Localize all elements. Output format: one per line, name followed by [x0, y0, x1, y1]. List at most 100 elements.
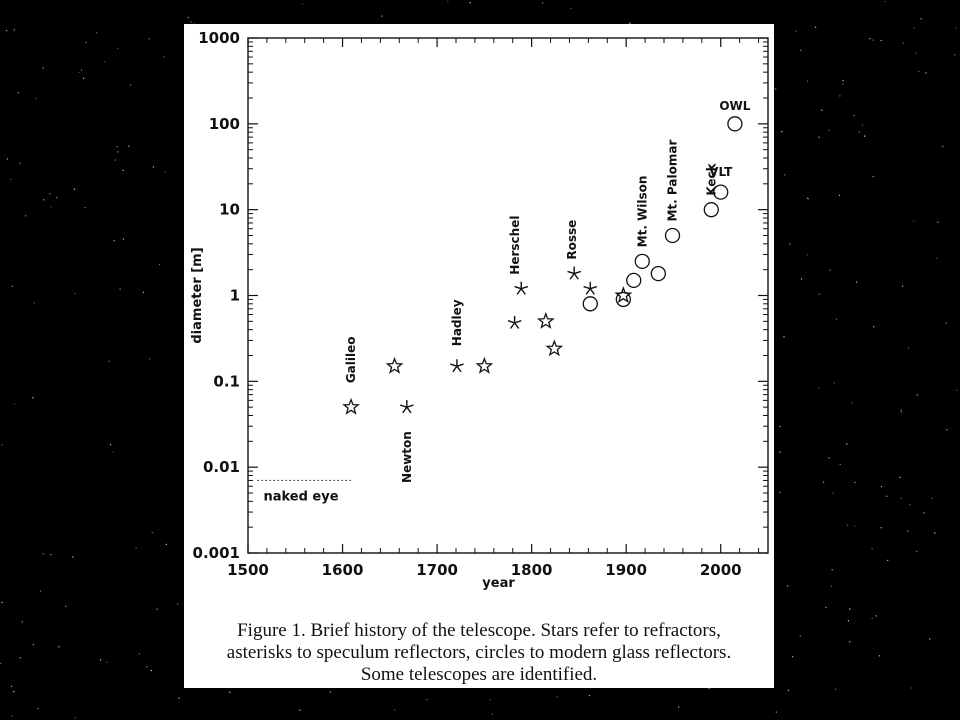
- glass-reflector-circle-marker: [664, 227, 681, 244]
- background-star: [779, 491, 781, 493]
- background-star: [829, 269, 831, 271]
- background-star: [156, 608, 158, 610]
- background-star: [800, 278, 803, 280]
- background-star: [78, 71, 80, 73]
- background-star: [846, 524, 849, 526]
- x-tick-label: 1700: [416, 561, 458, 579]
- background-star: [775, 88, 777, 90]
- background-star: [33, 302, 35, 304]
- background-star: [900, 497, 902, 499]
- glass-reflector-circle-marker: [615, 291, 631, 308]
- x-tick-label: 2000: [700, 561, 742, 579]
- background-star: [818, 293, 820, 295]
- background-star: [916, 394, 918, 396]
- background-star: [907, 347, 910, 349]
- background-star: [923, 512, 925, 514]
- background-star: [381, 15, 383, 17]
- y-tick-label: 0.01: [203, 458, 240, 476]
- background-star: [851, 402, 853, 404]
- background-star: [880, 486, 883, 488]
- background-star: [489, 699, 491, 701]
- background-star: [148, 358, 151, 360]
- background-star: [138, 653, 140, 655]
- background-star: [85, 42, 87, 44]
- caption-line-3: Some telescopes are identified.: [360, 664, 598, 685]
- background-star: [122, 238, 125, 240]
- background-star: [108, 360, 110, 363]
- background-star: [861, 124, 864, 126]
- background-star: [148, 38, 150, 40]
- glass-reflector-circle-marker: [582, 296, 598, 312]
- background-star: [13, 691, 15, 693]
- background-star: [187, 16, 189, 18]
- background-star: [915, 52, 917, 54]
- background-star: [907, 530, 909, 532]
- background-star: [941, 146, 943, 148]
- annotation-newton: Newton: [400, 431, 414, 483]
- background-star: [842, 83, 844, 85]
- refractor-star-marker: [385, 356, 404, 374]
- speculum-asterisk-marker: [514, 281, 529, 295]
- background-star: [11, 285, 13, 287]
- speculum-asterisk-marker: [567, 266, 582, 280]
- background-star: [833, 382, 835, 384]
- background-star: [779, 451, 781, 453]
- caption-line-2: asterisks to speculum reflectors, circle…: [226, 642, 732, 663]
- background-star: [165, 543, 167, 545]
- background-star: [775, 711, 777, 713]
- background-star: [956, 389, 958, 391]
- background-star: [178, 697, 180, 699]
- background-star: [163, 56, 165, 58]
- background-star: [887, 559, 889, 561]
- background-star: [299, 709, 301, 711]
- background-star: [130, 84, 132, 86]
- y-tick-label: 0.1: [213, 372, 240, 390]
- background-star: [792, 656, 794, 658]
- background-star: [825, 606, 827, 608]
- x-tick-label: 1500: [227, 561, 269, 579]
- background-star: [58, 646, 60, 648]
- background-star: [6, 29, 8, 32]
- background-star: [32, 397, 34, 399]
- background-star: [32, 643, 34, 646]
- background-star: [13, 29, 15, 31]
- background-star: [799, 635, 801, 637]
- background-star: [50, 206, 52, 208]
- background-star: [116, 146, 118, 148]
- annotation-mt-palomar: Mt. Palomar: [666, 140, 680, 222]
- figure-panel: 1500 1600 1700 1800 1900 2000 0.001 0.01 0.1 1 10 1…: [184, 24, 774, 688]
- background-star: [119, 288, 121, 290]
- background-star: [135, 547, 137, 549]
- background-star: [1, 444, 3, 446]
- background-star: [871, 617, 873, 620]
- background-star: [49, 193, 51, 195]
- background-star: [73, 188, 76, 190]
- background-star: [835, 688, 837, 690]
- background-star: [916, 550, 918, 552]
- background-star: [150, 669, 152, 672]
- annotation-mt-wilson: Mt. Wilson: [635, 176, 649, 248]
- background-star: [142, 291, 145, 293]
- background-star: [913, 220, 915, 222]
- speculum-asterisk-marker: [583, 281, 598, 295]
- x-tick-label: 1800: [511, 561, 553, 579]
- background-star: [117, 47, 119, 49]
- background-star: [25, 215, 27, 217]
- background-star: [807, 80, 809, 82]
- background-star: [886, 495, 888, 497]
- background-star: [151, 532, 153, 534]
- background-star: [835, 318, 838, 320]
- background-star: [56, 196, 58, 199]
- background-star: [177, 603, 179, 605]
- background-star: [920, 18, 922, 20]
- glass-reflector-circle-marker: [634, 253, 650, 269]
- background-star: [854, 481, 856, 484]
- background-star: [128, 145, 130, 147]
- background-star: [818, 136, 820, 138]
- background-star: [925, 72, 927, 74]
- x-tick-label: 1600: [322, 561, 364, 579]
- background-star: [6, 158, 8, 160]
- background-star: [122, 169, 124, 171]
- background-star: [74, 292, 76, 295]
- background-star: [878, 655, 880, 657]
